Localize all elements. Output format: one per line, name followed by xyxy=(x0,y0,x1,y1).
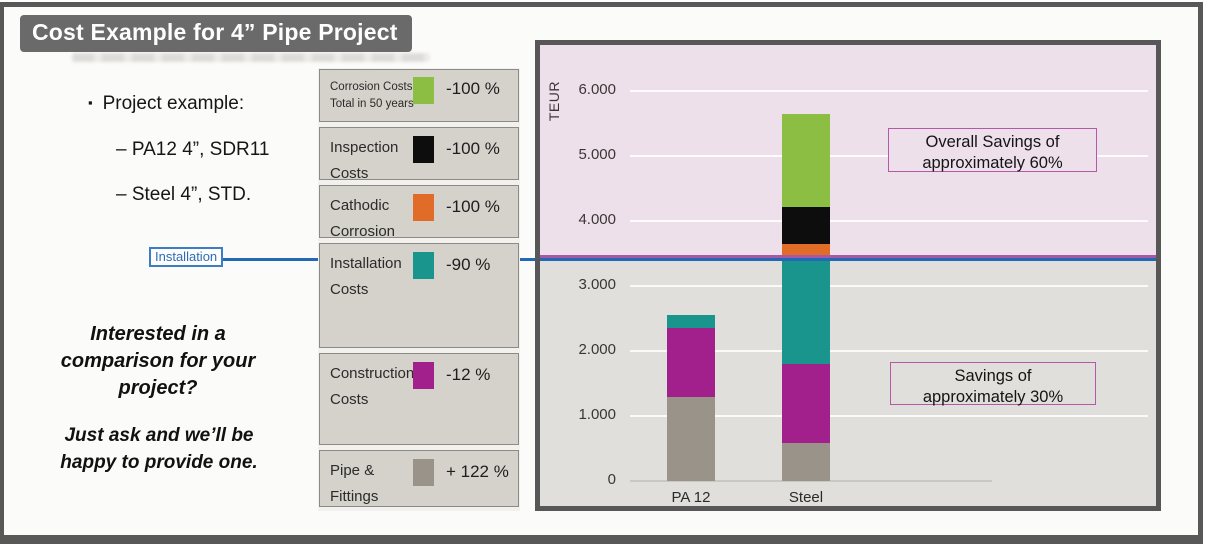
legend-item-label: Installation Costs xyxy=(330,255,402,298)
legend-item-label: Cathodic Corrosion xyxy=(330,197,396,240)
legend-item-label: Construction Costs xyxy=(330,365,415,408)
chart-plot-area: 0 1.000 2.000 3.000 4.000 5.000 6.000 TEUR PA … xyxy=(540,45,1156,506)
legend-item-label: Pipe & Fittings xyxy=(330,462,379,505)
legend-delta-value: -12 % xyxy=(446,365,491,384)
savings-annotation: Overall Savings of approximately 60% xyxy=(888,128,1097,172)
legend-item: Inspection Costs -100 % xyxy=(319,127,519,182)
legend-item: Pipe & Fittings + 122 % xyxy=(319,450,519,507)
y-tick-label: 4.000 xyxy=(578,211,616,228)
installation-label: Installation xyxy=(149,247,224,267)
legend-item: Installation Costs -90 % xyxy=(319,243,519,348)
legend-delta-value: -100 % xyxy=(446,197,500,216)
legend-color-swatch xyxy=(413,459,434,486)
bullet-item-text: Project example: xyxy=(102,93,245,114)
gridline xyxy=(630,350,1148,352)
bar-segment xyxy=(667,397,715,481)
page-title: Cost Example for 4” Pipe Project xyxy=(20,15,412,52)
y-tick-label: 0 xyxy=(607,471,616,488)
y-tick-label: 1.000 xyxy=(578,406,616,423)
legend-delta-value: -100 % xyxy=(446,139,500,158)
gridline xyxy=(630,480,992,482)
y-tick-label: 2.000 xyxy=(578,341,616,358)
bar-segment xyxy=(782,443,830,481)
x-category-label: Steel xyxy=(788,489,824,506)
bar-segment xyxy=(782,259,830,364)
ghost-text-artifact xyxy=(72,53,430,62)
legend-item: Cathodic Corrosion -100 % xyxy=(319,185,519,240)
sub-item-steel: – Steel 4”, STD. xyxy=(116,184,252,205)
bullet-item: ▪ Project example: xyxy=(88,93,244,115)
legend-color-swatch xyxy=(413,362,434,389)
legend-delta-value: + 122 % xyxy=(446,462,509,481)
gridline xyxy=(630,220,1148,222)
y-axis-label: TEUR xyxy=(546,81,562,122)
bar-segment xyxy=(782,114,830,207)
savings-annotation: Savings of approximately 30% xyxy=(890,362,1096,406)
legend-delta-value: -100 % xyxy=(446,79,500,98)
bar-segment xyxy=(782,364,830,443)
legend-color-swatch xyxy=(413,194,434,221)
legend-delta-value: -90 % xyxy=(446,255,491,274)
bar-segment xyxy=(667,328,715,397)
sub-item-pa12: – PA12 4”, SDR11 xyxy=(116,139,270,160)
legend-color-swatch xyxy=(413,252,434,279)
y-tick-label: 3.000 xyxy=(578,276,616,293)
legend-item-label: Corrosion Costs: Total in 50 years xyxy=(330,81,416,110)
legend-color-swatch xyxy=(413,77,434,104)
gridline xyxy=(630,90,1148,92)
region-divider-line xyxy=(540,255,1156,258)
installation-reference-line xyxy=(540,258,1156,261)
y-tick-label: 5.000 xyxy=(578,146,616,163)
bullet-square-icon: ▪ xyxy=(88,95,93,110)
legend-item: Construction Costs -12 % xyxy=(319,353,519,445)
page-title-text: Cost Example for 4” Pipe Project xyxy=(32,19,398,45)
cta-body: Just ask and we’ll be happy to provide o… xyxy=(60,425,258,473)
legend-panel: Corrosion Costs: Total in 50 years -100 % I… xyxy=(318,68,520,511)
legend-color-swatch xyxy=(413,136,434,163)
legend-item-label: Inspection Costs xyxy=(330,139,399,182)
bar-segment xyxy=(782,207,830,244)
cta-heading: Interested in a comparison for your proj… xyxy=(60,323,256,399)
bar-segment xyxy=(667,315,715,328)
gridline xyxy=(630,285,1148,287)
legend-item: Corrosion Costs: Total in 50 years -100 % xyxy=(319,69,519,122)
cost-chart: 0 1.000 2.000 3.000 4.000 5.000 6.000 TEUR PA … xyxy=(535,40,1161,511)
x-category-label: PA 12 xyxy=(671,489,711,506)
gridline xyxy=(630,415,1148,417)
y-tick-label: 6.000 xyxy=(578,81,616,98)
